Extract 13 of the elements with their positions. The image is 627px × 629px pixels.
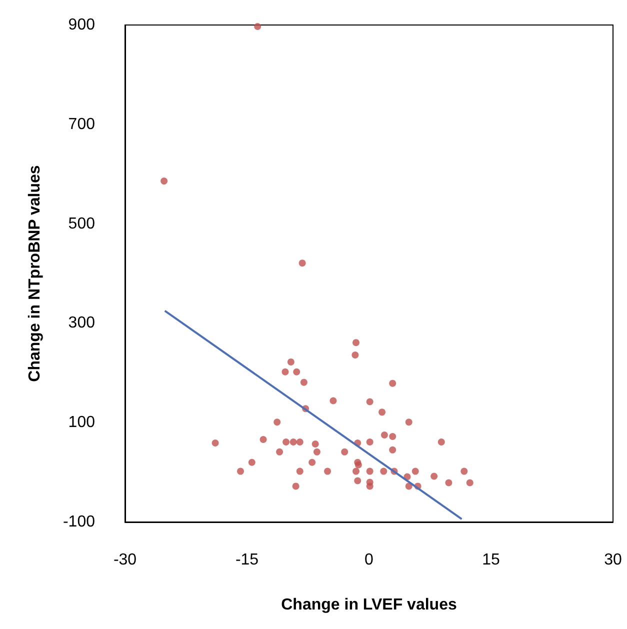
y-tick-label: 500 (68, 215, 96, 232)
y-tick-label: 300 (68, 314, 96, 332)
x-tick-label: 0 (364, 552, 374, 568)
y-tick-label: -100 (62, 514, 96, 530)
y-axis-title: Change in NTproBNP values (26, 165, 44, 382)
x-tick-label: 15 (482, 552, 500, 568)
y-tick-label: 900 (68, 16, 96, 34)
x-axis-title: Change in LVEF values (281, 596, 457, 614)
y-tick-label: 700 (68, 116, 96, 133)
x-tick-label: 30 (604, 552, 622, 568)
y-tick-label: 100 (68, 414, 96, 432)
x-tick-label: -30 (113, 552, 137, 568)
x-tick-label: -15 (235, 552, 259, 568)
